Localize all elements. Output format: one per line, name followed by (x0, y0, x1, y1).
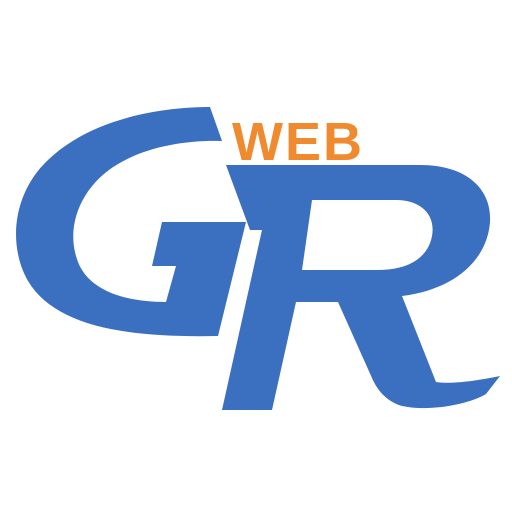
logo-letter-g (16, 107, 247, 337)
logo-web-text: WEB (232, 112, 364, 172)
logo-letter-r (222, 165, 500, 410)
